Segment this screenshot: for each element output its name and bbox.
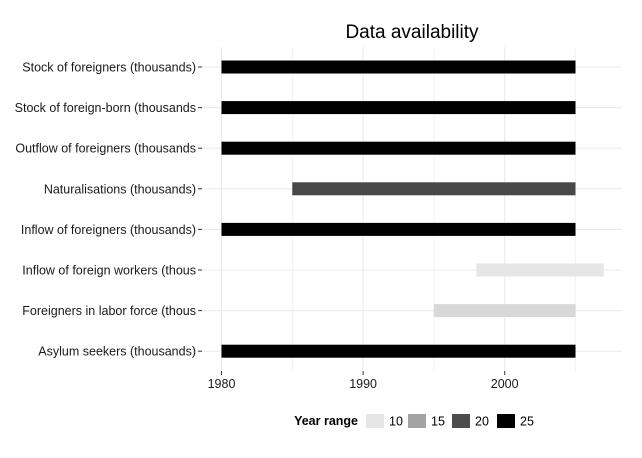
legend-key [452, 414, 470, 428]
y-axis-label: Inflow of foreigners (thousands) [21, 223, 196, 237]
range-bars [221, 60, 604, 358]
chart-title: Data availability [345, 22, 479, 43]
range-bar [221, 60, 576, 74]
range-bar [433, 304, 576, 318]
legend-label: 25 [520, 415, 534, 429]
grid-lines [202, 47, 622, 371]
y-axis-label: Stock of foreign-born (thousands [15, 101, 196, 115]
range-bar [292, 182, 576, 196]
range-bar [476, 263, 604, 277]
range-bar [221, 101, 576, 115]
legend: Year range 10 15 20 25 [294, 414, 534, 429]
legend-label: 10 [389, 415, 403, 429]
legend-key [497, 414, 515, 428]
range-bar [221, 222, 576, 236]
legend-key [408, 414, 426, 428]
legend-label: 15 [431, 415, 445, 429]
y-axis-label: Foreigners in labor force (thous [22, 304, 196, 318]
y-axis-label: Inflow of foreign workers (thous [22, 264, 196, 278]
y-axis-label: Asylum seekers (thousands) [38, 345, 196, 359]
y-axis-label: Naturalisations (thousands) [44, 182, 196, 196]
x-axis-tick-label: 2000 [491, 377, 519, 391]
y-axis-labels: Stock of foreigners (thousands) Stock of … [15, 61, 202, 359]
legend-title: Year range [294, 414, 358, 428]
y-axis-label: Outflow of foreigners (thousands [15, 142, 196, 156]
range-bar [221, 141, 576, 155]
range-bar [221, 344, 576, 358]
legend-label: 20 [475, 415, 489, 429]
x-axis-tick-label: 1980 [208, 377, 236, 391]
legend-key [366, 414, 384, 428]
x-axis-tick-label: 1990 [349, 377, 377, 391]
x-axis: 1980 1990 2000 [208, 371, 519, 391]
y-axis-label: Stock of foreigners (thousands) [22, 61, 196, 75]
